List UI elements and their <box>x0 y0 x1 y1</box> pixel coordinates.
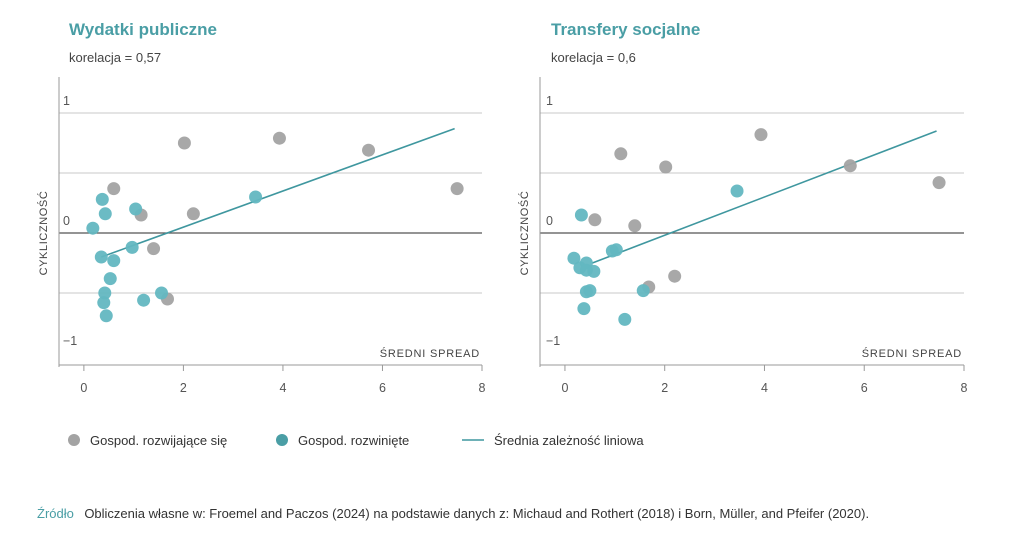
data-point-developing <box>186 207 200 221</box>
data-point-developing <box>362 143 376 157</box>
data-point-developed <box>125 240 139 254</box>
y-tick-label: 0 <box>546 214 553 228</box>
y-axis-label: CYKLICZNOŚĆ <box>518 191 531 276</box>
data-point-developed <box>137 293 151 307</box>
data-point-developing <box>668 269 682 283</box>
y-tick-label: −1 <box>546 334 560 348</box>
legend-marker-developing <box>68 434 80 446</box>
data-point-developed <box>95 192 109 206</box>
legend-label-developing: Gospod. rozwijające się <box>90 433 227 448</box>
trend-line <box>592 130 937 264</box>
y-tick-label: 0 <box>63 214 70 228</box>
source-text: Obliczenia własne w: Froemel and Paczos … <box>84 506 869 521</box>
chart-title: Transfery socjalne <box>551 20 700 39</box>
x-tick-label: 6 <box>861 381 868 395</box>
x-tick-label: 2 <box>180 381 187 395</box>
y-tick-label: 1 <box>546 94 553 108</box>
data-point-developing <box>614 147 628 161</box>
data-point-developed <box>107 254 121 268</box>
data-point-developed <box>103 272 117 286</box>
y-axis-label: CYKLICZNOŚĆ <box>37 191 50 276</box>
data-point-developing <box>659 160 673 174</box>
data-point-developing <box>177 136 191 150</box>
data-point-developing <box>272 131 286 145</box>
data-point-developing <box>628 219 642 233</box>
x-tick-label: 4 <box>761 381 768 395</box>
data-point-developed <box>86 221 100 235</box>
x-tick-label: 4 <box>279 381 286 395</box>
data-point-developed <box>129 202 143 216</box>
data-point-developed <box>94 250 108 264</box>
data-point-developing <box>450 182 464 196</box>
data-point-developed <box>730 184 744 198</box>
data-point-developed <box>577 302 591 316</box>
chart-subtitle: korelacja = 0,57 <box>69 50 161 65</box>
x-tick-label: 8 <box>479 381 486 395</box>
x-axis-label: ŚREDNI SPREAD <box>380 347 480 360</box>
x-tick-label: 0 <box>561 381 568 395</box>
source-line: Źródło Obliczenia własne w: Froemel and … <box>37 505 869 522</box>
data-point-developed <box>98 286 112 300</box>
x-tick-label: 0 <box>80 381 87 395</box>
chart-panel-transfery: Transfery socjalne korelacja = 0,6 1 0 −1 0 2 4… <box>518 20 968 395</box>
data-point-developing <box>843 159 857 173</box>
data-point-developed <box>97 296 111 310</box>
data-point-developing <box>932 176 946 190</box>
data-point-developed <box>618 312 632 326</box>
data-point-developed <box>98 207 112 221</box>
source-note: Źródło Obliczenia własne w: Froemel and … <box>37 505 869 522</box>
chart-panel-wydatki: Wydatki publiczne korelacja = 0,57 1 0 −1 0 2 4… <box>37 20 486 395</box>
data-point-developing <box>754 128 768 142</box>
legend-label-trend: Średnia zależność liniowa <box>494 433 644 448</box>
data-point-developing <box>147 242 161 256</box>
data-point-developed <box>155 286 169 300</box>
data-point-developed <box>99 309 113 323</box>
trend-line <box>101 127 455 258</box>
data-point-developed <box>567 251 581 265</box>
data-point-developed <box>249 190 263 204</box>
data-point-developing <box>588 213 602 227</box>
y-tick-label: −1 <box>63 334 77 348</box>
legend-marker-developed <box>276 434 288 446</box>
x-tick-label: 6 <box>379 381 386 395</box>
data-point-developing <box>107 182 121 196</box>
chart-subtitle: korelacja = 0,6 <box>551 50 636 65</box>
data-point-developed <box>636 284 650 298</box>
chart-title: Wydatki publiczne <box>69 20 217 39</box>
data-point-developed <box>609 243 623 257</box>
y-tick-label: 1 <box>63 94 70 108</box>
data-point-developed <box>587 264 601 278</box>
legend: Gospod. rozwijające się Gospod. rozwinię… <box>68 433 644 448</box>
legend-label-developed: Gospod. rozwinięte <box>298 433 409 448</box>
x-tick-label: 8 <box>961 381 968 395</box>
x-axis-label: ŚREDNI SPREAD <box>862 347 962 360</box>
source-label: Źródło <box>37 506 74 521</box>
data-point-developed <box>583 284 597 298</box>
data-point-developed <box>574 208 588 222</box>
x-tick-label: 2 <box>661 381 668 395</box>
